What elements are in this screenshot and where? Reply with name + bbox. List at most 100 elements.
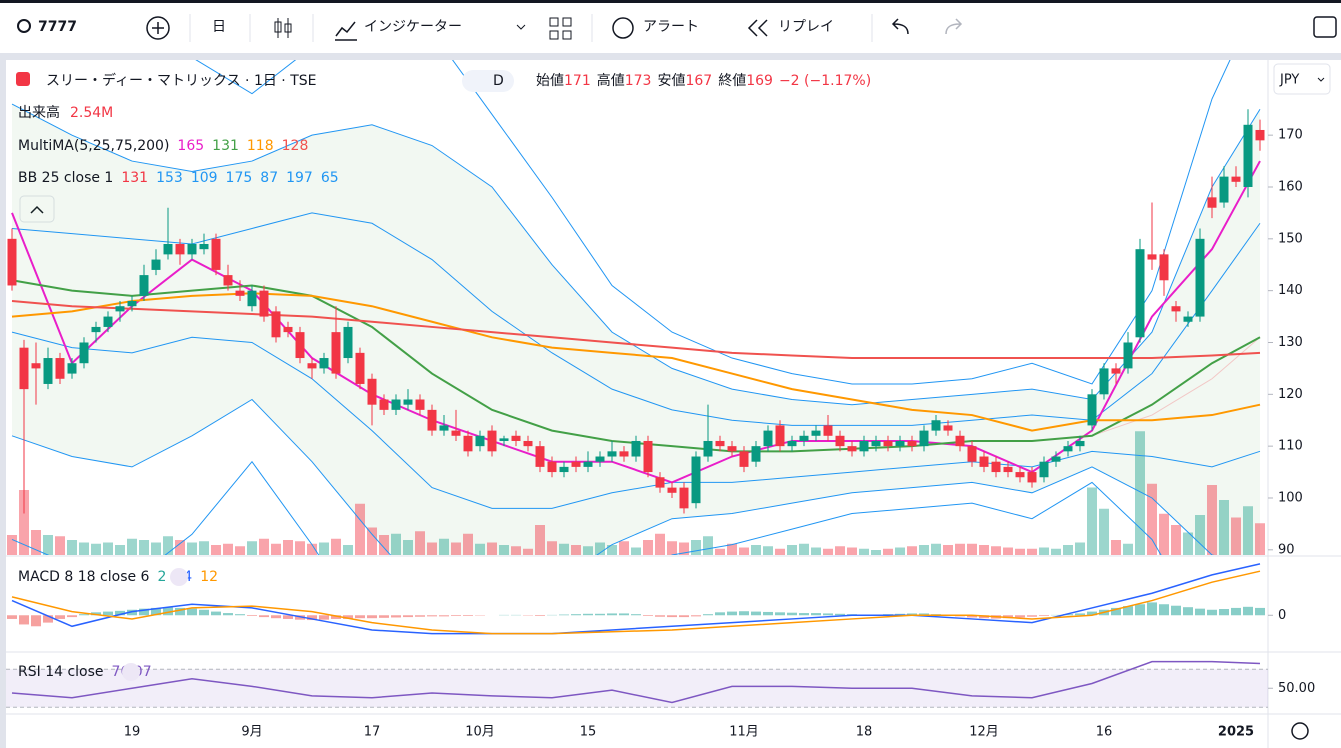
bb-band [195,60,1231,385]
add-icon[interactable] [146,16,170,40]
bb-band [11,460,1162,555]
volume-bar [835,546,845,555]
candle-body [727,446,737,452]
macd-hist [1183,607,1193,616]
window-icon[interactable] [1313,16,1337,38]
volume-bar [367,527,377,555]
x-tick-label: 15 [580,725,597,740]
candle-body [619,451,629,457]
macd-hist [403,615,413,618]
candle-body [7,238,17,286]
ma-name: MultiMA(5,25,75,200) [18,138,169,154]
macd-hist [619,613,629,616]
macd-hist [1027,615,1037,617]
macd-hist [259,615,269,618]
bb-value: 65 [321,170,339,186]
close: 169 [746,73,773,89]
volume-bar [1195,515,1205,555]
alert[interactable]: アラート [643,19,699,35]
bb-value: 175 [226,170,253,186]
candle-body [1195,238,1205,317]
candle-body [571,461,581,467]
volume-bar [823,548,833,555]
redo[interactable] [945,18,963,35]
indicators[interactable]: インジケーター [364,19,462,35]
chart-title: スリー・ディー・マトリックス · 1日 · TSE [46,72,317,89]
candle-body [1207,197,1217,208]
layout-icon[interactable] [549,17,572,40]
macd-hist [187,608,197,616]
volume-bar [127,538,137,555]
symbol[interactable]: 7777 [38,19,77,35]
macd-hist [1111,607,1121,616]
hist-value: 2 [157,569,166,585]
chevron[interactable] [516,24,526,30]
macd-hist [1063,614,1073,616]
volume-bar [199,541,209,555]
volume-name: 出来高 [18,104,60,121]
indicator-icon[interactable] [335,21,357,41]
macd-line [11,563,1261,635]
volume-bar [343,545,353,555]
low: 167 [685,73,712,89]
replay-icon[interactable] [747,19,768,37]
volume-bar [619,541,629,555]
logo [16,72,30,86]
candle-body [967,446,977,462]
ma-value: 118 [247,138,274,154]
bb-band [11,331,1261,509]
candle-body [271,311,281,338]
volume-bar [1219,500,1229,555]
y-tick-label: 150 [1278,231,1303,246]
undo[interactable] [891,18,909,35]
candle-body [499,438,509,441]
macd-icon[interactable] [170,568,188,586]
volume-bar [727,543,737,555]
rsi-icon[interactable] [122,663,140,681]
candle-body [679,487,689,509]
volume-bar [691,540,701,555]
x-tick-label: 17 [364,725,381,740]
macd-hist [1159,604,1169,616]
candle-body [595,456,605,462]
volume-bar [523,548,533,555]
macd-hist [235,614,245,616]
candle-body [1087,394,1097,426]
candle-body [1147,254,1157,260]
candle-body [127,301,137,307]
macd-hist [115,610,125,616]
candle-body [1171,306,1181,312]
signal-line [11,570,1261,635]
candle-icon[interactable] [274,18,292,38]
alert-icon[interactable] [612,17,634,39]
volume-bar [739,547,749,555]
settings-icon[interactable] [1291,722,1309,740]
macd-hist [967,615,977,618]
macd-hist [103,611,113,616]
toolbar [0,3,1341,53]
collapse-btn[interactable] [19,195,55,223]
bb-value: 197 [286,170,313,186]
candle-body [367,378,377,405]
macd-hist [559,614,569,616]
volume-bar [331,538,341,555]
high: 173 [625,73,652,89]
macd-hist [1243,606,1253,616]
macd-hist [595,613,605,616]
volume-bar [811,547,821,555]
volume-bar [55,536,65,555]
volume-bar [67,540,77,555]
replay[interactable]: リプレイ [778,19,834,35]
price-pane [7,60,1265,555]
macd-hist [43,615,53,623]
currency-btn[interactable] [1273,63,1331,95]
macd-hist [1195,608,1205,616]
macd-hist [1171,605,1181,616]
search-icon[interactable] [17,19,31,33]
macd-legend: MACD 8 18 close 621412 [18,569,218,585]
macd-hist [715,612,725,616]
macd-hist [1087,611,1097,616]
interval[interactable]: 日 [212,19,226,35]
candle-body [691,456,701,504]
y-tick-label: 90 [1278,542,1295,557]
